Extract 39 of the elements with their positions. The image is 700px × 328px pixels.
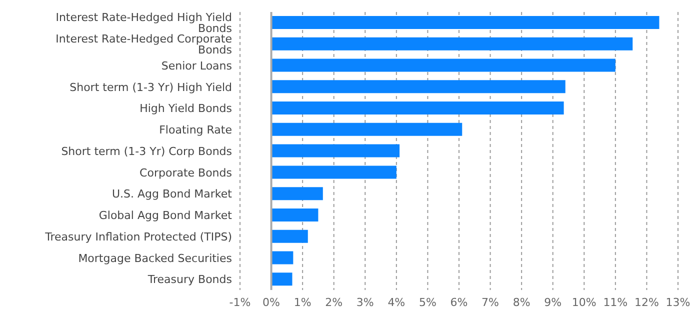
bar (271, 144, 400, 158)
y-tick-label: Short term (1-3 Yr) Corp Bonds (61, 144, 232, 158)
x-tick-label: -1% (229, 296, 251, 309)
x-tick-label: 12% (634, 296, 659, 309)
bar (271, 80, 566, 94)
y-tick-label: Corporate Bonds (140, 166, 232, 180)
y-tick-label: Senior Loans (161, 59, 232, 72)
y-tick-label: Floating Rate (159, 124, 232, 137)
bar (271, 208, 318, 222)
x-tick-label: 13% (666, 296, 690, 309)
bar (271, 37, 633, 50)
bar (271, 230, 308, 243)
y-tick-label: U.S. Agg Bond Market (112, 188, 233, 201)
x-tick-label: 4% (388, 296, 406, 309)
bar (271, 187, 323, 200)
x-tick-label: 7% (482, 296, 500, 309)
x-tick-label: 3% (356, 296, 374, 309)
bar (271, 251, 294, 264)
y-tick-label: Treasury Inflation Protected (TIPS) (44, 230, 232, 244)
x-tick-label: 9% (544, 296, 562, 309)
bar (271, 58, 616, 72)
y-tick-label: Short term (1-3 Yr) High Yield (70, 80, 232, 94)
bar (271, 102, 564, 115)
x-tick-label: 2% (325, 296, 343, 309)
x-tick-label: 11% (603, 296, 628, 309)
x-tick-label: 0% (262, 296, 280, 309)
x-tick-label: 6% (450, 296, 468, 309)
x-tick-label: 8% (512, 296, 530, 309)
y-tick-label: High Yield Bonds (140, 102, 232, 116)
bar (271, 272, 292, 286)
x-tick-label: 5% (418, 296, 436, 309)
y-tick-label: Treasury Bonds (146, 273, 232, 286)
y-tick-label: Mortgage Backed Securities (78, 252, 232, 265)
bar (271, 166, 396, 179)
y-tick-label: Global Agg Bond Market (98, 209, 233, 222)
x-tick-label: 1% (294, 296, 312, 309)
bar (271, 16, 660, 29)
bar (271, 122, 462, 136)
x-tick-label: 10% (572, 296, 596, 309)
